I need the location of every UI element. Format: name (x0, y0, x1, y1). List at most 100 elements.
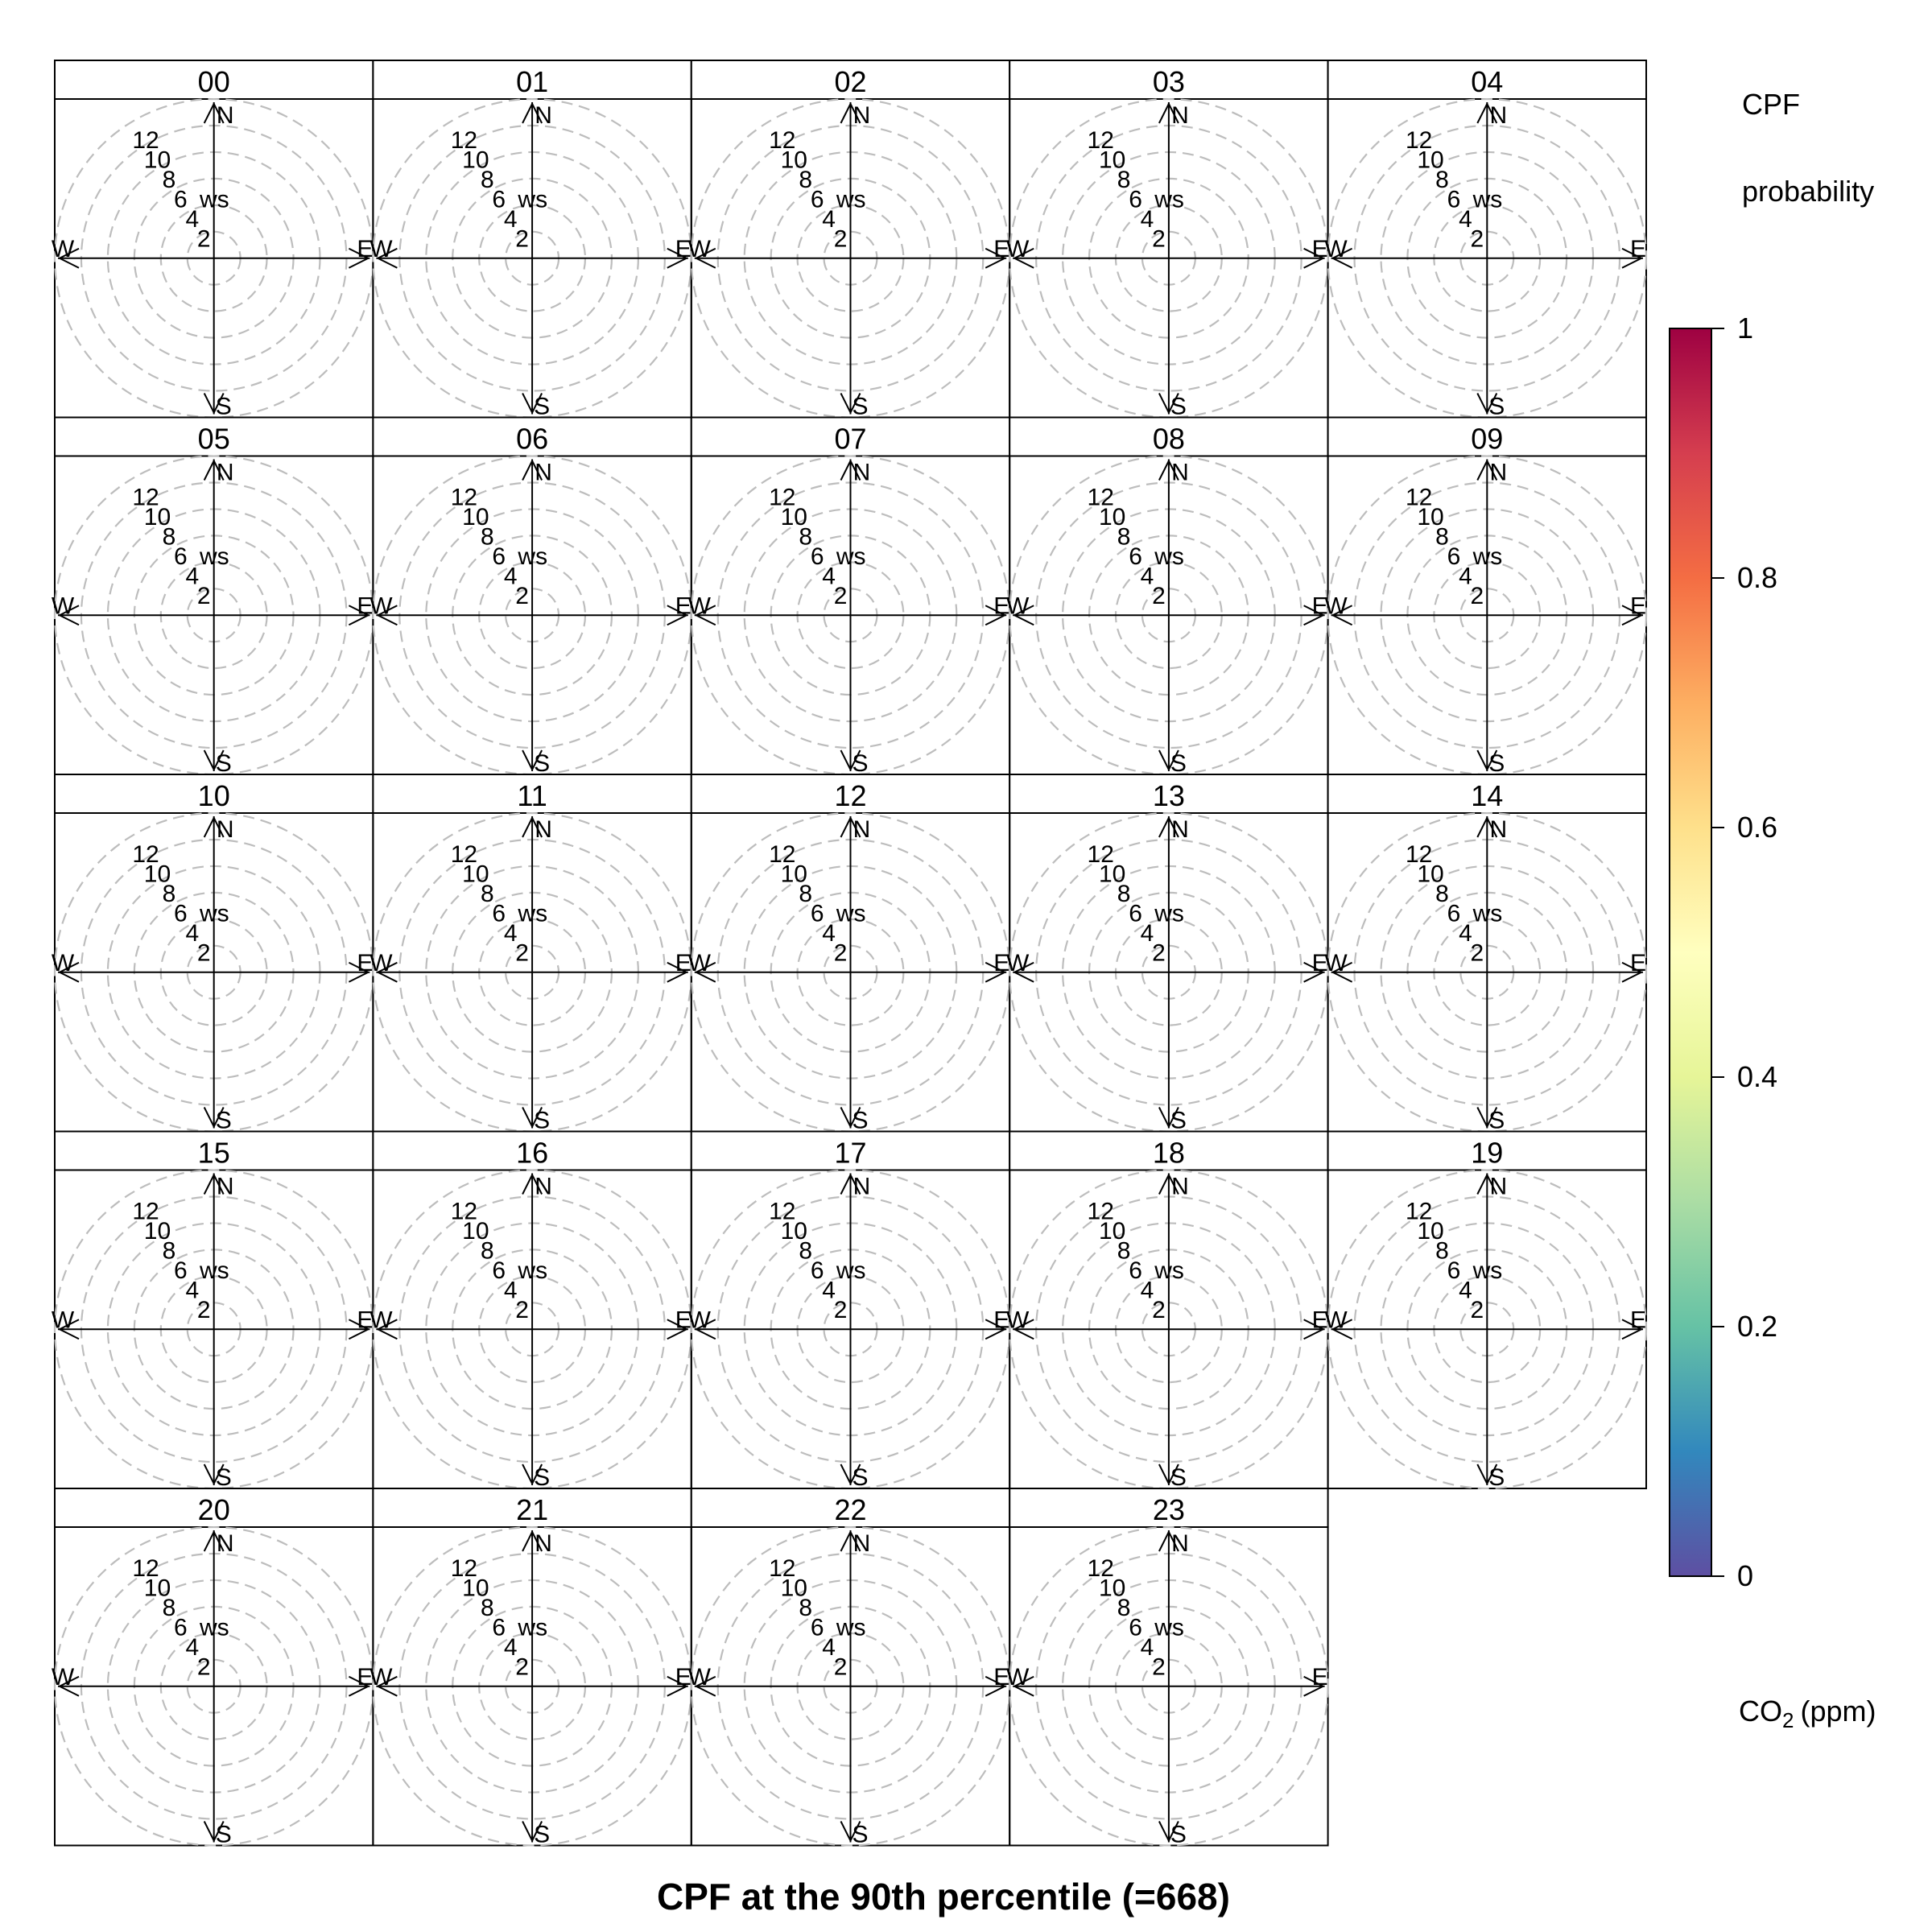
west-arrow (57, 961, 80, 983)
south-arrow (522, 1463, 543, 1486)
ring-label: 6 (1447, 543, 1461, 570)
speed-ring (1327, 1169, 1648, 1490)
south-arrow (1158, 1463, 1179, 1486)
east-arrow (985, 1675, 1007, 1697)
ring-label: 4 (1141, 563, 1154, 589)
north-arrow (1158, 1173, 1179, 1195)
compass-label-E: E (357, 1307, 373, 1333)
ring-label: 12 (1406, 127, 1432, 154)
ring-label: 10 (462, 1575, 489, 1601)
compass-label-S: S (1488, 750, 1505, 777)
ring-label: 2 (1152, 1653, 1166, 1680)
compass-label-W: W (688, 1664, 712, 1690)
strip-label: 09 (1471, 423, 1503, 456)
south-arrow (203, 1107, 225, 1129)
ring-label: 10 (1099, 1218, 1125, 1245)
east-arrow (348, 961, 370, 983)
ws-axis-label: ws (836, 1257, 866, 1284)
ring-label: 10 (1099, 861, 1125, 887)
west-arrow (1331, 247, 1353, 269)
strip-box (1327, 774, 1647, 814)
colorbar-tick-label: 0.2 (1737, 1310, 1777, 1343)
strip-label: 03 (1153, 65, 1185, 98)
colorbar-tick-label: 0.4 (1737, 1060, 1777, 1093)
strip-label: 14 (1471, 779, 1503, 812)
south-arrow (1476, 1107, 1498, 1129)
ring-label: 12 (769, 1198, 795, 1224)
compass-label-W: W (52, 950, 75, 976)
compass-label-W: W (52, 1307, 75, 1333)
north-arrow (522, 459, 543, 481)
ws-axis-label: ws (1154, 1614, 1184, 1641)
ring-label: 2 (197, 1653, 211, 1680)
ws-axis-label: ws (836, 1614, 866, 1641)
ring-label: 10 (781, 1218, 807, 1245)
ring-label: 6 (492, 543, 506, 570)
north-arrow (1158, 459, 1179, 481)
north-arrow (1158, 1530, 1179, 1552)
compass-label-E: E (993, 950, 1009, 976)
ring-label: 2 (197, 583, 211, 609)
ring-label: 6 (492, 1614, 506, 1641)
east-arrow (1303, 961, 1325, 983)
ring-label: 6 (1129, 186, 1142, 213)
compass-label-S: S (534, 1108, 550, 1134)
compass-label-S: S (1170, 1464, 1187, 1491)
west-arrow (1012, 247, 1034, 269)
ws-axis-label: ws (1472, 1257, 1503, 1284)
compass-label-N: N (1489, 102, 1507, 129)
ring-label: 2 (834, 583, 848, 609)
compass-label-W: W (369, 236, 393, 262)
ring-label: 12 (132, 1555, 159, 1582)
ring-label: 10 (781, 1575, 807, 1601)
compass-label-E: E (357, 950, 373, 976)
strip-box (690, 416, 1011, 457)
compass-label-E: E (675, 1664, 691, 1690)
ring-label: 2 (1152, 1297, 1166, 1323)
ring-label: 6 (174, 1614, 188, 1641)
west-arrow (1012, 1319, 1034, 1340)
ring-label: 4 (185, 206, 199, 233)
ring-label: 4 (504, 920, 518, 947)
ws-axis-label: ws (199, 900, 229, 927)
north-arrow (522, 101, 543, 124)
ring-label: 8 (1435, 167, 1449, 193)
east-arrow (1303, 247, 1325, 269)
compass-label-S: S (852, 1464, 868, 1491)
north-arrow (1476, 459, 1498, 481)
compass-label-E: E (1312, 950, 1328, 976)
ring-label: 8 (799, 1595, 812, 1621)
east-arrow (348, 605, 370, 626)
east-arrow (1303, 1319, 1325, 1340)
compass-label-N: N (1171, 460, 1189, 486)
compass-label-N: N (1489, 1174, 1507, 1200)
colorbar-title-cpf: CPF (1742, 88, 1800, 121)
north-arrow (203, 459, 225, 481)
strip-box (1009, 1130, 1329, 1171)
ring-label: 12 (769, 1555, 795, 1582)
compass-label-W: W (688, 1307, 712, 1333)
ring-label: 10 (144, 504, 171, 530)
strip-label: 12 (834, 779, 866, 812)
compass-label-N: N (535, 460, 552, 486)
ws-axis-label: ws (517, 543, 547, 570)
ring-label: 4 (1141, 920, 1154, 947)
west-arrow (1012, 961, 1034, 983)
ring-label: 6 (811, 900, 824, 927)
compass-label-E: E (675, 236, 691, 262)
north-arrow (840, 815, 861, 838)
ws-axis-label: ws (1154, 186, 1184, 213)
ring-label: 6 (1129, 1257, 1142, 1284)
north-arrow (840, 1530, 861, 1552)
east-arrow (667, 1675, 689, 1697)
south-arrow (522, 1107, 543, 1129)
compass-label-S: S (216, 394, 232, 420)
compass-label-W: W (1006, 236, 1030, 262)
